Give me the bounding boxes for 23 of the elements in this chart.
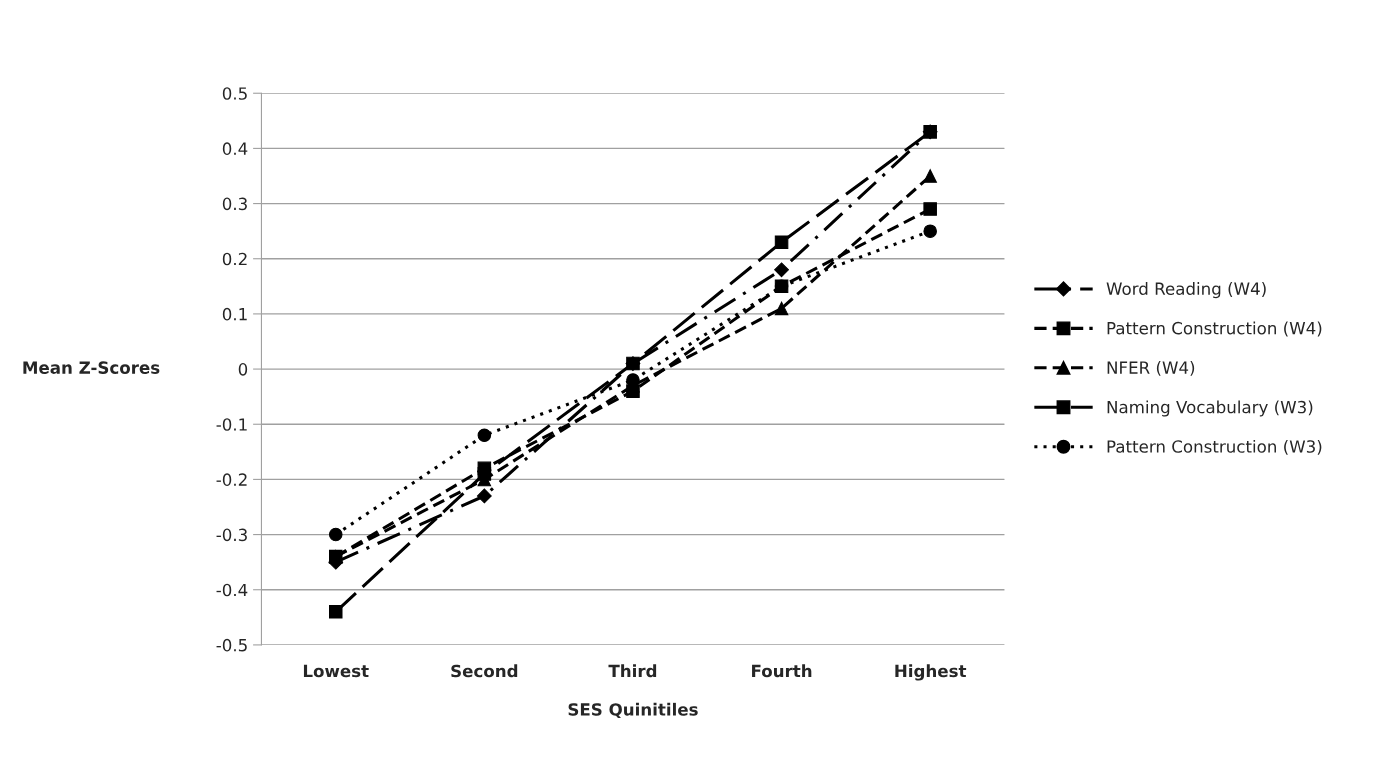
y-tick-label: -0.5 [216, 638, 247, 652]
y-tick-label: 0.5 [222, 87, 247, 100]
y-tick-label: -0.2 [216, 473, 247, 486]
legend-label: Pattern Construction (W3) [1107, 439, 1322, 455]
legend-label: Naming Vocabulary (W3) [1107, 400, 1313, 417]
legend-label: Pattern Construction (W4) [1107, 321, 1322, 337]
y-axis-title: Mean Z-Scores [23, 361, 160, 374]
y-tick-label: 0.2 [222, 252, 247, 266]
x-axis-title: SES Quinitiles [568, 702, 698, 718]
x-tick-label: Third [608, 664, 657, 678]
y-tick-label: 0 [238, 363, 248, 376]
y-tick-label: -0.4 [216, 583, 248, 597]
x-tick-label: Fourth [752, 664, 812, 678]
legend-label: NFER (W4) [1107, 361, 1195, 376]
y-tick-label: -0.3 [216, 528, 247, 542]
x-tick-label: Second [451, 664, 518, 678]
y-tick-label: 0.4 [222, 142, 248, 155]
y-tick-label: 0.3 [222, 197, 247, 211]
legend-label: Word Reading (W4) [1106, 282, 1266, 299]
y-tick-label: -0.1 [216, 418, 247, 431]
y-tick-label: 0.1 [222, 307, 247, 321]
x-tick-label: Highest [895, 664, 967, 681]
x-tick-label: Lowest [303, 664, 369, 678]
